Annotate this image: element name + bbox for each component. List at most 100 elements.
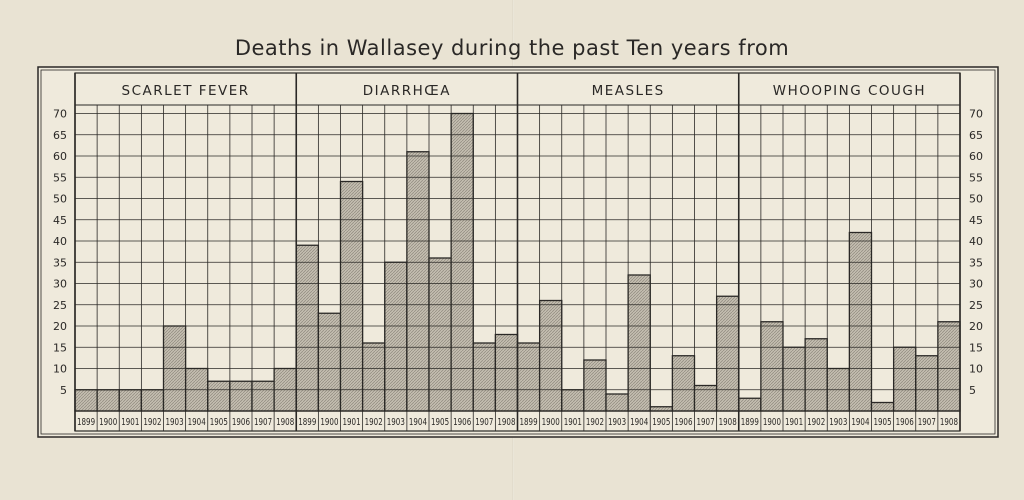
- panel-title: DIARRHŒA: [363, 83, 451, 99]
- bar-scarlet-fever-1907: [251, 380, 275, 412]
- bar-scarlet-fever-1902: [140, 389, 165, 412]
- year-tick-label: 1907: [918, 417, 936, 428]
- bar-measles-1903: [605, 393, 629, 412]
- bar-whooping-cough-1899: [738, 397, 762, 412]
- bar-whooping-cough-1905: [870, 401, 895, 412]
- year-tick-label: 1902: [807, 417, 825, 428]
- y-tick-label-right: 40: [969, 235, 983, 248]
- year-tick-label: 1900: [99, 417, 117, 428]
- y-tick-label-left: 60: [53, 150, 67, 163]
- y-tick-label-right: 60: [969, 150, 983, 163]
- bar-measles-1906: [671, 355, 696, 412]
- bar-diarrh-a-1901: [339, 180, 364, 412]
- bar-measles-1899: [516, 342, 541, 412]
- year-tick-label: 1904: [188, 417, 206, 428]
- y-tick-label-left: 35: [53, 256, 67, 269]
- year-tick-label: 1902: [586, 417, 604, 428]
- bar-diarrh-a-1905: [428, 257, 452, 412]
- y-tick-label-left: 70: [53, 108, 67, 121]
- bar-scarlet-fever-1905: [207, 380, 231, 412]
- y-tick-label-right: 55: [969, 171, 983, 184]
- inner-frame: [40, 69, 996, 435]
- year-tick-label: 1899: [77, 417, 95, 428]
- year-tick-label: 1907: [254, 417, 272, 428]
- y-tick-label-right: 10: [969, 363, 983, 376]
- year-tick-label: 1903: [166, 417, 184, 428]
- year-tick-label: 1904: [851, 417, 869, 428]
- year-tick-label: 1906: [674, 417, 692, 428]
- panel-title: SCARLET FEVER: [122, 83, 250, 99]
- bar-whooping-cough-1906: [892, 346, 917, 412]
- bar-whooping-cough-1908: [937, 321, 961, 412]
- year-tick-label: 1902: [365, 417, 383, 428]
- year-tick-label: 1905: [431, 417, 449, 428]
- year-tick-label: 1899: [741, 417, 759, 428]
- panel-title: MEASLES: [592, 83, 665, 99]
- year-tick-label: 1908: [497, 417, 515, 428]
- bar-measles-1904: [627, 274, 651, 412]
- y-tick-label-left: 45: [53, 214, 67, 227]
- bar-measles-1900: [538, 299, 563, 412]
- year-tick-label: 1900: [763, 417, 781, 428]
- y-tick-label-left: 30: [53, 278, 67, 291]
- year-tick-label: 1903: [829, 417, 847, 428]
- year-tick-label: 1906: [453, 417, 471, 428]
- y-tick-label-right: 65: [969, 129, 983, 142]
- bar-whooping-cough-1907: [915, 355, 939, 412]
- y-tick-label-left: 65: [53, 129, 67, 142]
- year-tick-label: 1908: [940, 417, 958, 428]
- bar-whooping-cough-1900: [760, 321, 784, 412]
- bar-scarlet-fever-1899: [74, 389, 98, 412]
- year-tick-label: 1904: [630, 417, 648, 428]
- year-tick-label: 1905: [652, 417, 670, 428]
- y-tick-label-left: 50: [53, 193, 67, 206]
- bar-diarrh-a-1904: [406, 151, 430, 412]
- y-tick-label-left: 55: [53, 171, 67, 184]
- bar-whooping-cough-1902: [804, 338, 828, 412]
- bar-whooping-cough-1904: [848, 231, 873, 412]
- y-tick-label-right: 35: [969, 256, 983, 269]
- y-tick-label-right: 50: [969, 193, 983, 206]
- year-tick-label: 1901: [343, 417, 361, 428]
- year-tick-label: 1905: [874, 417, 892, 428]
- y-tick-label-right: 15: [969, 341, 983, 354]
- year-tick-label: 1899: [298, 417, 316, 428]
- year-tick-label: 1901: [785, 417, 803, 428]
- y-tick-label-right: 30: [969, 278, 983, 291]
- year-tick-label: 1899: [520, 417, 538, 428]
- year-tick-label: 1903: [387, 417, 405, 428]
- year-tick-label: 1902: [143, 417, 161, 428]
- y-tick-label-right: 25: [969, 299, 983, 312]
- year-tick-label: 1908: [276, 417, 294, 428]
- bar-diarrh-a-1899: [295, 244, 320, 412]
- bar-measles-1907: [693, 384, 718, 412]
- year-tick-label: 1900: [320, 417, 338, 428]
- year-tick-label: 1907: [697, 417, 715, 428]
- y-tick-label-right: 70: [969, 108, 983, 121]
- bar-measles-1908: [715, 295, 740, 412]
- y-tick-label-left: 5: [60, 384, 67, 397]
- y-tick-label-right: 20: [969, 320, 983, 333]
- y-tick-label-right: 5: [969, 384, 976, 397]
- year-tick-label: 1906: [896, 417, 914, 428]
- panel-title: WHOOPING COUGH: [773, 83, 926, 99]
- year-tick-label: 1904: [409, 417, 427, 428]
- year-tick-label: 1900: [542, 417, 560, 428]
- bar-diarrh-a-1908: [494, 333, 519, 412]
- bar-diarrh-a-1903: [384, 261, 408, 412]
- year-tick-label: 1901: [121, 417, 139, 428]
- bar-scarlet-fever-1906: [229, 380, 253, 412]
- chart-title: Deaths in Wallasey during the past Ten y…: [234, 36, 790, 60]
- y-tick-label-left: 15: [53, 341, 67, 354]
- year-tick-label: 1907: [475, 417, 493, 428]
- y-tick-label-left: 20: [53, 320, 67, 333]
- y-tick-label-left: 40: [53, 235, 67, 248]
- bar-measles-1902: [583, 359, 607, 412]
- bar-diarrh-a-1902: [361, 342, 386, 412]
- bar-diarrh-a-1900: [317, 312, 342, 412]
- bar-scarlet-fever-1900: [96, 389, 120, 412]
- y-tick-label-right: 45: [969, 214, 983, 227]
- y-tick-label-left: 25: [53, 299, 67, 312]
